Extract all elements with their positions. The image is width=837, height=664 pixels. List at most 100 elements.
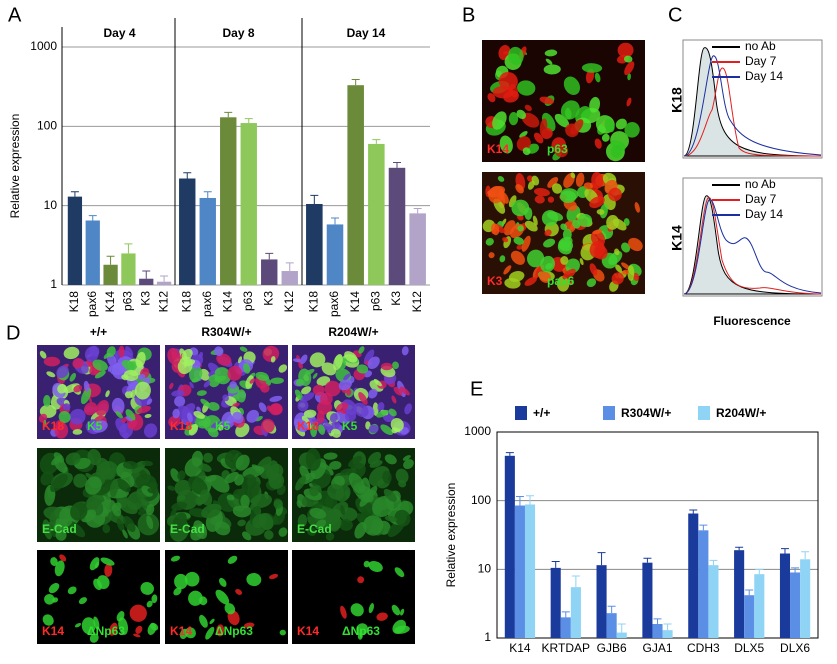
x-tick-label: K3 [138,291,152,306]
cell [510,250,525,265]
cell [526,249,545,268]
cell [181,348,193,361]
cell [632,272,640,281]
cell [380,424,394,436]
cell [508,195,517,208]
cell [522,147,531,156]
cell [330,428,341,438]
cell [325,532,335,541]
cell [502,237,509,243]
bar [708,565,719,638]
cell [624,61,635,76]
cell [123,369,139,382]
cell [43,394,51,407]
cell [382,470,392,484]
y-tick-label: 100 [37,119,57,133]
bar [800,559,811,638]
cell [135,474,157,491]
legend-swatch [515,406,527,420]
cell [312,384,325,396]
cell [539,118,548,136]
cell [135,351,146,368]
cell [292,358,302,363]
cell [278,527,288,537]
x-tick-label: KRTDAP [542,641,590,655]
error-bar [515,495,524,506]
bar [734,550,745,638]
cell [270,377,284,384]
cell [540,255,555,273]
error-bar [709,559,718,566]
cell [565,258,580,274]
bar [560,617,571,638]
error-bar [663,623,672,631]
error-bar [88,215,97,221]
cell [137,374,146,380]
x-tick-label: p63 [369,291,383,311]
x-tick-label: K14 [348,291,362,313]
cell [171,350,177,361]
cell [191,450,203,467]
x-tick-label: K18 [67,291,81,313]
cell [296,499,302,508]
cell [589,263,598,276]
cell [305,448,321,471]
error-bar [124,243,133,254]
cell [125,346,134,357]
cell [380,362,393,371]
cell [83,402,98,416]
cell [261,418,275,433]
cell [169,382,174,390]
error-bar [142,270,151,279]
cell [102,523,111,534]
cell [193,411,205,419]
curve [683,55,822,157]
image-label: K14 [42,624,64,638]
error-bar [689,509,698,514]
legend-swatch [698,406,710,420]
cell [268,573,279,580]
cell [369,460,383,468]
cell [245,375,254,389]
cell [497,176,505,182]
cell [560,256,569,265]
cell [55,529,67,541]
cell [556,275,570,292]
bar [281,271,298,285]
cell [533,132,544,144]
cell [485,238,494,246]
cell [53,457,68,473]
cell [46,371,56,378]
legend-label: no Ab [745,177,776,191]
image-label: K14 [170,624,192,638]
cell [143,423,158,438]
cell [338,378,352,391]
panel-label: E [470,378,483,400]
cell [300,354,308,365]
bar [156,281,172,285]
cell [150,622,159,631]
cell [135,625,143,634]
cell [324,380,341,397]
cell [232,402,240,408]
cell [301,386,312,395]
cell [224,603,236,615]
cell [190,523,207,541]
bar [616,632,627,638]
cell [395,468,409,484]
image-label: E-Cad [42,522,77,536]
cell [92,359,108,372]
cell [116,518,125,532]
cell [269,403,283,416]
cell [147,488,156,494]
cell [524,104,532,112]
bar [504,455,515,638]
cell [377,402,385,412]
cell [491,223,500,236]
cell [83,380,90,392]
cell [243,363,251,374]
cell [196,390,207,396]
cell [301,415,312,430]
cell [146,398,153,405]
bar [306,203,323,285]
